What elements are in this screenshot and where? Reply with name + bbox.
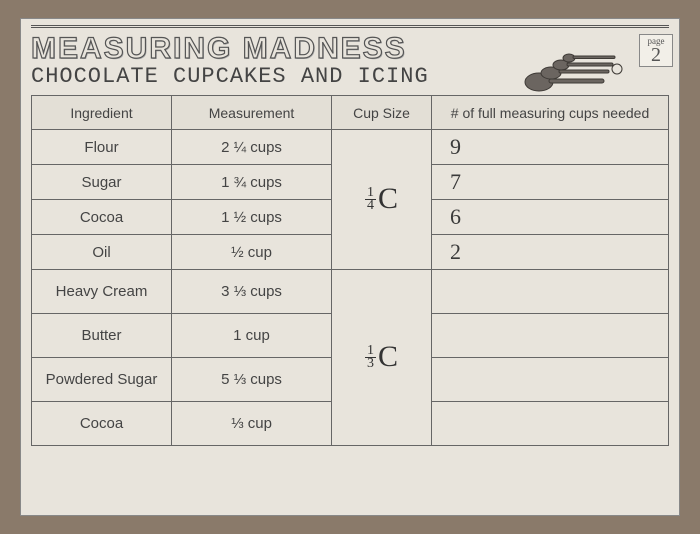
- col-header-answer: # of full measuring cups needed: [432, 96, 669, 130]
- worksheet-sheet: MEASURING MADNESS CHOCOLATE CUPCAKES AND…: [20, 18, 680, 516]
- cell-ingredient: Cocoa: [32, 200, 172, 235]
- cell-ingredient: Oil: [32, 235, 172, 270]
- cell-ingredient: Cocoa: [32, 402, 172, 446]
- cell-answer[interactable]: 7: [432, 165, 669, 200]
- cell-measurement: 1 ½ cups: [172, 200, 332, 235]
- cell-measurement: ½ cup: [172, 235, 332, 270]
- section-cupcakes: Flour 2 ¼ cups 14C 9 Sugar 1 ¾ cups 7 Co…: [32, 130, 669, 270]
- page-number: 2: [640, 46, 672, 64]
- cell-answer[interactable]: [432, 314, 669, 358]
- cell-cupsize: 14C: [332, 130, 432, 270]
- measuring-spoons-icon: [521, 47, 631, 97]
- col-header-measurement: Measurement: [172, 96, 332, 130]
- table-header-row: Ingredient Measurement Cup Size # of ful…: [32, 96, 669, 130]
- cell-answer[interactable]: 9: [432, 130, 669, 165]
- cell-ingredient: Sugar: [32, 165, 172, 200]
- cell-answer[interactable]: 6: [432, 200, 669, 235]
- cell-measurement: ⅓ cup: [172, 402, 332, 446]
- cell-ingredient: Heavy Cream: [32, 270, 172, 314]
- top-rule: [31, 25, 669, 28]
- cell-ingredient: Butter: [32, 314, 172, 358]
- col-header-cupsize: Cup Size: [332, 96, 432, 130]
- cell-answer[interactable]: [432, 402, 669, 446]
- cell-ingredient: Flour: [32, 130, 172, 165]
- cell-measurement: 1 ¾ cups: [172, 165, 332, 200]
- cell-measurement: 3 ⅓ cups: [172, 270, 332, 314]
- cell-measurement: 5 ⅓ cups: [172, 358, 332, 402]
- cell-measurement: 2 ¼ cups: [172, 130, 332, 165]
- cell-ingredient: Powdered Sugar: [32, 358, 172, 402]
- table-row: Heavy Cream 3 ⅓ cups 13C: [32, 270, 669, 314]
- cell-answer[interactable]: [432, 270, 669, 314]
- table-row: Flour 2 ¼ cups 14C 9: [32, 130, 669, 165]
- cell-cupsize: 13C: [332, 270, 432, 446]
- cell-answer[interactable]: [432, 358, 669, 402]
- cell-answer[interactable]: 2: [432, 235, 669, 270]
- worksheet-table: Ingredient Measurement Cup Size # of ful…: [31, 95, 669, 446]
- page-tab: page 2: [639, 34, 673, 67]
- col-header-ingredient: Ingredient: [32, 96, 172, 130]
- cell-measurement: 1 cup: [172, 314, 332, 358]
- section-icing: Heavy Cream 3 ⅓ cups 13C Butter 1 cup Po…: [32, 270, 669, 446]
